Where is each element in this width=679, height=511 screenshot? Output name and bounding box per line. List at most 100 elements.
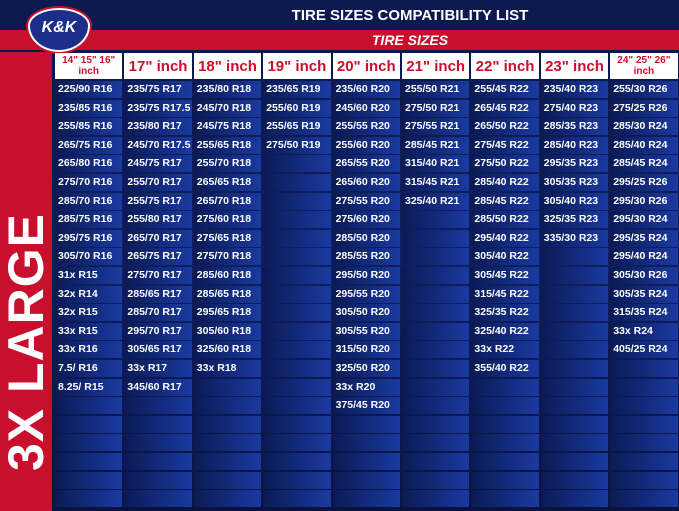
tire-size: 375/45 R20 [332,397,400,415]
tire-size: 275/50 R19 [263,136,331,154]
tire-size: 285/45 R21 [402,136,470,154]
empty-cell [471,471,539,489]
tire-size: 285/65 R17 [124,285,192,303]
tire-size: 275/55 R20 [332,192,400,210]
tire-size: 255/45 R22 [471,81,539,98]
tire-size: 295/30 R26 [610,192,678,210]
tire-size: 7.5/ R16 [55,360,123,377]
column-header: 22" inch [471,53,539,79]
column-header: 24" 25" 26" inch [610,53,678,79]
empty-cell [610,490,678,508]
tire-size: 235/80 R17 [124,118,192,136]
empty-cell [263,192,331,210]
empty-cell [402,267,470,284]
empty-cell [540,415,609,433]
tire-size: 285/60 R18 [193,267,262,284]
empty-cell [540,360,609,377]
empty-cell [402,360,470,377]
tire-size: 275/60 R18 [193,211,262,229]
tire-size: 285/70 R16 [55,192,123,210]
tire-size: 235/65 R19 [263,81,331,98]
empty-cell [540,322,609,340]
empty-cell [124,415,192,433]
tire-size: 235/60 R20 [332,81,400,98]
tire-size: 405/25 R24 [610,341,678,359]
side-band: 3X LARGE [0,52,54,511]
tire-size: 285/50 R22 [471,211,539,229]
banner-text: TIRE SIZES [371,32,449,48]
tire-size: 305/35 R24 [610,285,678,303]
tire-size: 255/75 R17 [124,192,192,210]
banner: TIRE SIZES [0,30,679,50]
tire-size: 245/75 R18 [193,118,262,136]
empty-cell [55,397,123,415]
tire-size: 275/70 R16 [55,174,123,191]
empty-cell [610,415,678,433]
tire-size: 295/65 R18 [193,304,262,322]
tire-size: 275/70 R18 [193,248,262,266]
empty-cell [193,415,262,433]
logo-text: K&K [41,19,77,36]
tire-size: 285/65 R18 [193,285,262,303]
empty-cell [402,322,470,340]
empty-cell [332,490,400,508]
empty-cell [610,471,678,489]
empty-cell [193,434,262,452]
tire-size: 255/60 R20 [332,136,400,154]
tire-size: 33x R24 [610,322,678,340]
tire-size: 305/30 R26 [610,267,678,284]
tire-size: 235/85 R16 [55,99,123,117]
tire-size: 275/60 R20 [332,211,400,229]
tire-size: 265/55 R20 [332,155,400,173]
tire-size: 305/45 R22 [471,267,539,284]
tire-size: 255/85 R16 [55,118,123,136]
tire-size: 325/50 R20 [332,360,400,377]
tire-size: 305/70 R16 [55,248,123,266]
tire-size: 285/55 R20 [332,248,400,266]
empty-cell [540,304,609,322]
column-header: 20" inch [332,53,400,79]
empty-cell [540,248,609,266]
empty-cell [540,267,609,284]
tire-size: 295/25 R26 [610,174,678,191]
empty-cell [332,434,400,452]
tire-size: 225/90 R16 [55,81,123,98]
empty-cell [540,453,609,470]
empty-cell [332,415,400,433]
tire-size: 285/45 R22 [471,192,539,210]
tire-size: 285/50 R20 [332,229,400,247]
tire-size: 33x R20 [332,378,400,396]
tire-size: 265/65 R18 [193,174,262,191]
tire-size: 275/40 R23 [540,99,609,117]
logo: K&K [28,8,90,52]
tire-size: 235/75 R17.5 [124,99,192,117]
empty-cell [610,397,678,415]
empty-cell [263,229,331,247]
empty-cell [124,453,192,470]
tire-size: 355/40 R22 [471,360,539,377]
empty-cell [402,211,470,229]
empty-cell [263,415,331,433]
tire-size: 32x R15 [55,304,123,322]
tire-size: 285/35 R23 [540,118,609,136]
tire-size: 33x R16 [55,341,123,359]
title: TIRE SIZES COMPATIBILITY LIST [291,7,529,24]
column-header: 23" inch [540,53,609,79]
tire-size: 255/80 R17 [124,211,192,229]
tire-size: 32x R14 [55,285,123,303]
tire-size: 255/30 R26 [610,81,678,98]
tire-size: 275/50 R22 [471,155,539,173]
empty-cell [610,378,678,396]
tire-size: 235/80 R18 [193,81,262,98]
tire-size: 255/65 R18 [193,136,262,154]
tire-size: 295/35 R23 [540,155,609,173]
tire-size: 285/40 R23 [540,136,609,154]
tire-size: 305/60 R18 [193,322,262,340]
empty-cell [263,267,331,284]
empty-cell [471,397,539,415]
empty-cell [124,471,192,489]
empty-cell [402,285,470,303]
empty-cell [402,378,470,396]
empty-cell [402,490,470,508]
empty-cell [402,397,470,415]
